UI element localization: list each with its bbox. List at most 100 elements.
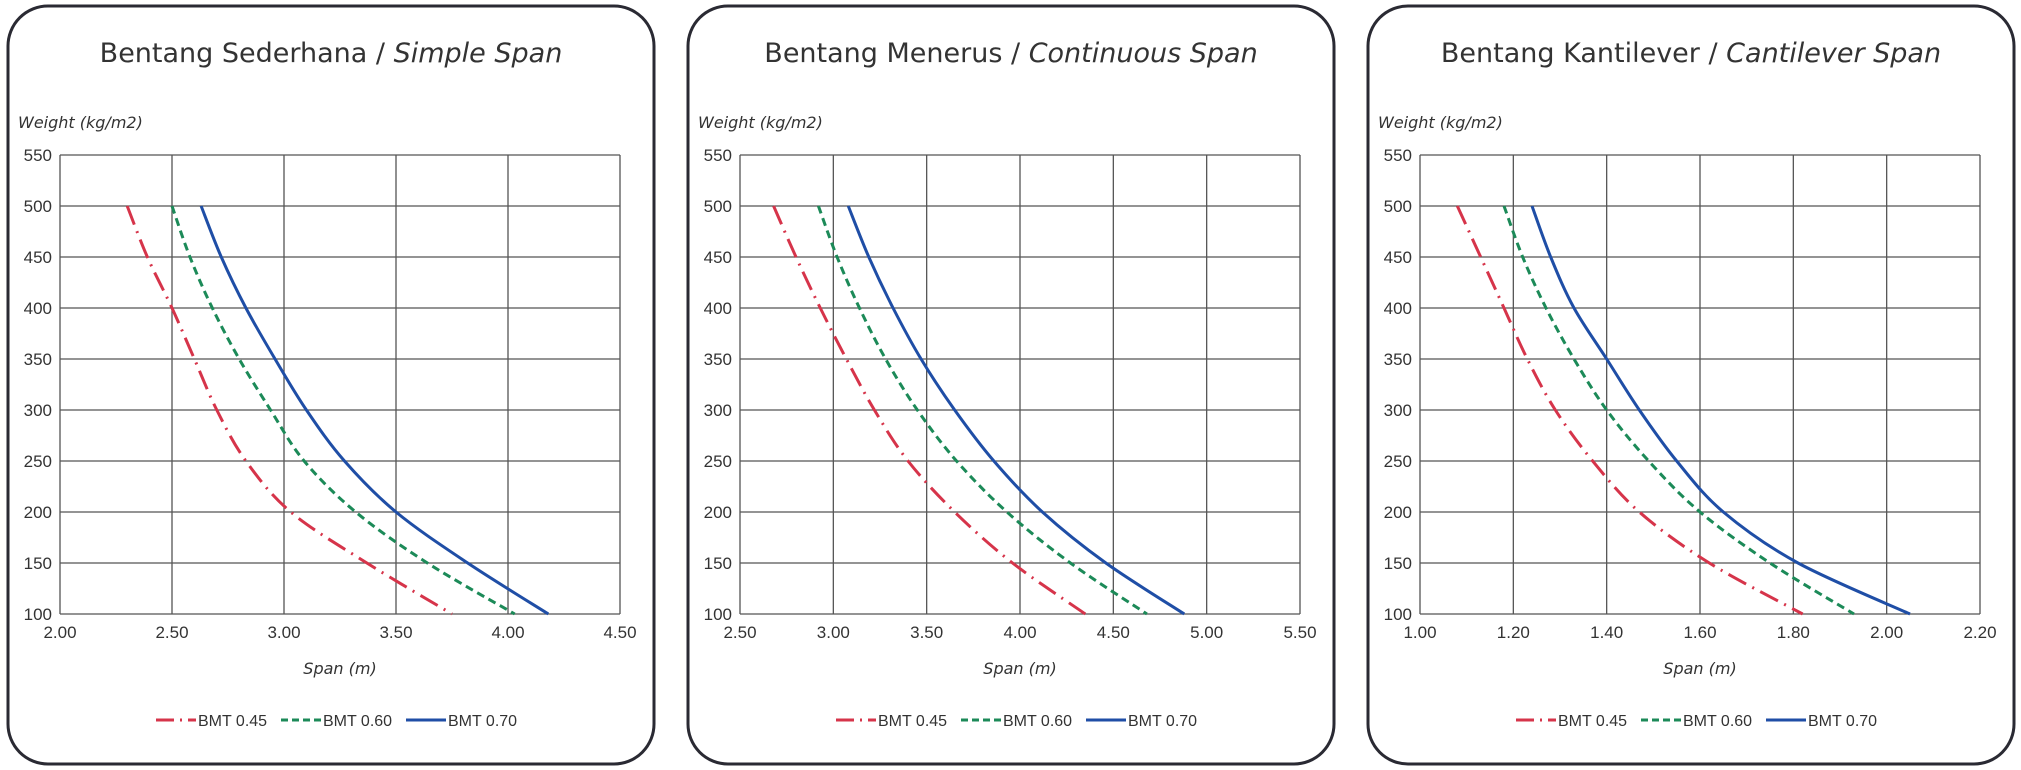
y-tick-label: 300 [1384,401,1412,420]
chart-svg: Bentang Sederhana / Simple Span Weight (k… [6,4,656,766]
chart-title-italic: Simple Span [394,38,563,69]
x-tick-label: 5.00 [1190,623,1223,642]
x-tick-label: 3.50 [379,623,412,642]
legend-label: BMT 0.70 [448,713,517,730]
series-line-bmt-0-60 [816,205,1148,616]
x-tick-label: 1.40 [1590,623,1623,642]
y-tick-label: 450 [1384,248,1412,267]
y-tick-label: 550 [1384,146,1412,165]
legend-item: BMT 0.70 [1086,713,1197,730]
series-line-bmt-0-45 [125,205,453,616]
x-tick-label: 1.60 [1683,623,1716,642]
y-tick-label: 150 [704,554,732,573]
y-tick-label: 450 [704,248,732,267]
chart-title-main: Bentang Sederhana / [100,38,394,69]
y-tick-label: 500 [24,197,52,216]
chart-title-italic: Continuous Span [1029,38,1258,69]
legend-label: BMT 0.70 [1128,713,1197,730]
legend-item: BMT 0.70 [1766,713,1877,730]
x-tick-label: 5.50 [1283,623,1316,642]
x-tick-label: 2.50 [723,623,756,642]
y-tick-label: 500 [1384,197,1412,216]
x-tick-label: 4.50 [1097,623,1130,642]
series-line-bmt-0-60 [1502,205,1855,616]
y-tick-label: 100 [1384,605,1412,624]
y-tick-label: 550 [704,146,732,165]
x-tick-label: 3.50 [910,623,943,642]
legend-item: BMT 0.70 [406,713,517,730]
legend-label: BMT 0.60 [1683,713,1752,730]
x-tick-label: 1.80 [1777,623,1810,642]
y-tick-label: 200 [1384,503,1412,522]
y-axis-label: Weight (kg/m2) [18,113,143,132]
legend-item: BMT 0.60 [1641,713,1752,730]
y-tick-label: 250 [704,452,732,471]
y-tick-label: 250 [24,452,52,471]
y-axis-label: Weight (kg/m2) [1378,113,1503,132]
chart-title: Bentang Sederhana / Simple Span [100,38,563,69]
x-axis-label: Span (m) [1663,659,1736,678]
y-tick-label: 350 [24,350,52,369]
x-tick-label: 4.00 [491,623,524,642]
x-tick-label: 3.00 [267,623,300,642]
legend-label: BMT 0.60 [323,713,392,730]
legend-label: BMT 0.60 [1003,713,1072,730]
y-tick-label: 350 [1384,350,1412,369]
legend-item: BMT 0.45 [1516,713,1627,730]
legend-label: BMT 0.45 [878,713,947,730]
y-tick-label: 350 [704,350,732,369]
y-tick-label: 200 [704,503,732,522]
y-tick-label: 400 [1384,299,1412,318]
chart-title-italic: Cantilever Span [1726,38,1941,69]
series-line-bmt-0-70 [1530,205,1911,616]
series-line-bmt-0-70 [846,205,1186,616]
y-tick-label: 100 [704,605,732,624]
y-tick-label: 400 [24,299,52,318]
y-tick-label: 450 [24,248,52,267]
y-tick-label: 200 [24,503,52,522]
x-tick-label: 4.00 [1003,623,1036,642]
panel-frame [6,4,656,766]
chart-title-main: Bentang Kantilever / [1441,38,1726,69]
x-axis-label: Span (m) [983,659,1056,678]
x-tick-label: 2.00 [1870,623,1903,642]
y-tick-label: 250 [1384,452,1412,471]
chart-svg: Bentang Menerus / Continuous Span Weight … [686,4,1336,766]
y-axis-label: Weight (kg/m2) [698,113,823,132]
legend-label: BMT 0.45 [1558,713,1627,730]
chart-panel-simple-span: Bentang Sederhana / Simple Span Weight (k… [6,4,656,766]
y-tick-label: 300 [24,401,52,420]
series-line-bmt-0-45 [1455,205,1804,616]
y-tick-label: 300 [704,401,732,420]
x-tick-label: 1.00 [1403,623,1436,642]
x-tick-label: 3.00 [817,623,850,642]
series-line-bmt-0-60 [170,205,516,616]
legend-label: BMT 0.45 [198,713,267,730]
chart-title: Bentang Kantilever / Cantilever Span [1441,38,1941,69]
chart-title-main: Bentang Menerus / [764,38,1028,69]
panel-frame [686,4,1336,766]
chart-panel-continuous-span: Bentang Menerus / Continuous Span Weight … [686,4,1336,766]
legend-label: BMT 0.70 [1808,713,1877,730]
x-tick-label: 2.50 [155,623,188,642]
y-tick-label: 400 [704,299,732,318]
y-tick-label: 150 [1384,554,1412,573]
chart-panel-cantilever-span: Bentang Kantilever / Cantilever Span Weig… [1366,4,2016,766]
x-tick-label: 1.20 [1497,623,1530,642]
y-tick-label: 550 [24,146,52,165]
panel-frame [1366,4,2016,766]
series-line-bmt-0-70 [199,205,550,616]
x-axis-label: Span (m) [303,659,376,678]
legend-item: BMT 0.60 [281,713,392,730]
legend-item: BMT 0.45 [836,713,947,730]
x-tick-label: 2.00 [43,623,76,642]
chart-svg: Bentang Kantilever / Cantilever Span Weig… [1366,4,2016,766]
x-tick-label: 2.20 [1963,623,1996,642]
y-tick-label: 500 [704,197,732,216]
series-line-bmt-0-45 [772,205,1087,616]
legend-item: BMT 0.45 [156,713,267,730]
legend-item: BMT 0.60 [961,713,1072,730]
y-tick-label: 100 [24,605,52,624]
y-tick-label: 150 [24,554,52,573]
chart-title: Bentang Menerus / Continuous Span [764,38,1257,69]
